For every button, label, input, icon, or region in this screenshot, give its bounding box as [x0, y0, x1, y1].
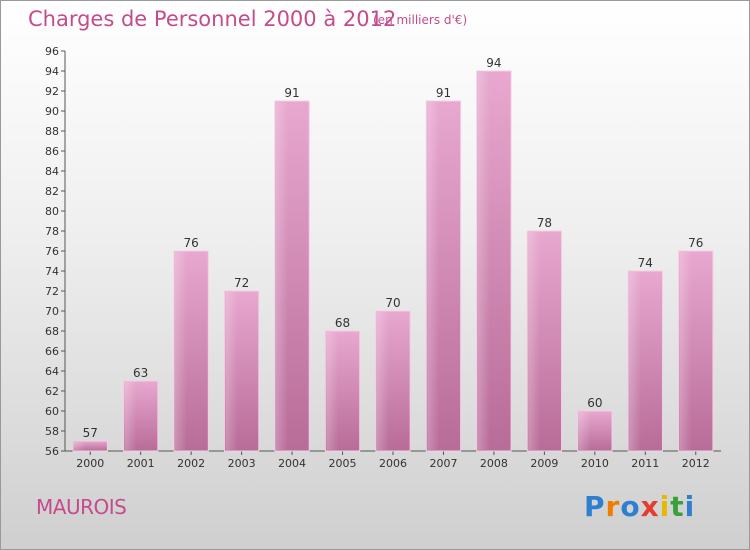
logo-letter: i: [684, 490, 696, 523]
bar-highlight: [477, 72, 490, 450]
y-tick-label: 74: [45, 265, 59, 278]
logo-letter: i: [659, 490, 671, 523]
data-label: 63: [133, 366, 148, 380]
y-tick-label: 62: [45, 385, 59, 398]
proxiti-logo: Proxiti: [584, 490, 695, 523]
y-tick-label: 88: [45, 125, 59, 138]
bar-highlight: [679, 252, 692, 450]
y-tick-label: 68: [45, 325, 59, 338]
data-label: 76: [184, 236, 199, 250]
data-label: 72: [234, 276, 249, 290]
y-tick-label: 64: [45, 365, 59, 378]
y-tick-label: 80: [45, 205, 59, 218]
bar-highlight: [376, 312, 389, 450]
data-label: 78: [537, 216, 552, 230]
x-tick-label: 2006: [379, 457, 407, 470]
labels: 57 2000 63 2001 76 2002 72 2003 91 2004 68 2005 70 20…: [76, 56, 710, 470]
x-tick-label: 2003: [228, 457, 256, 470]
y-tick-label: 70: [45, 305, 59, 318]
x-tick-label: 2004: [278, 457, 306, 470]
data-label: 91: [436, 86, 451, 100]
axes: 56 58 60 62 64 66 68 70 72 74 76 78 80 82 84 86 88 90 92 94…: [45, 45, 721, 458]
logo-letter: o: [620, 490, 641, 523]
x-tick-label: 2005: [329, 457, 357, 470]
bar-highlight: [578, 412, 591, 450]
logo-letter: t: [670, 490, 685, 523]
x-tick-label: 2008: [480, 457, 508, 470]
logo-letter: P: [584, 490, 606, 523]
y-tick-label: 96: [45, 45, 59, 58]
data-label: 91: [284, 86, 299, 100]
bar-highlight: [427, 102, 440, 450]
y-tick-label: 82: [45, 185, 59, 198]
bar-highlight: [275, 102, 288, 450]
y-tick-label: 60: [45, 405, 59, 418]
chart-title: Charges de Personnel 2000 à 2012: [28, 7, 397, 31]
data-label: 68: [335, 316, 350, 330]
x-tick-label: 2012: [682, 457, 710, 470]
x-tick-label: 2010: [581, 457, 609, 470]
bar-highlight: [174, 252, 188, 450]
x-tick-label: 2009: [530, 457, 558, 470]
x-tick-label: 2001: [127, 457, 155, 470]
data-label: 74: [638, 256, 653, 270]
bar: [72, 440, 108, 452]
y-tick-label: 90: [45, 105, 59, 118]
bars: [72, 70, 714, 452]
y-tick-label: 66: [45, 345, 59, 358]
data-label: 94: [486, 56, 501, 70]
bar-highlight: [74, 442, 87, 450]
bar-highlight: [629, 272, 642, 450]
data-label: 60: [587, 396, 602, 410]
y-tick-label: 92: [45, 85, 59, 98]
chart-subtitle: (en milliers d'€): [373, 13, 468, 27]
data-label: 76: [688, 236, 703, 250]
x-tick-label: 2000: [76, 457, 104, 470]
logo-letter: x: [640, 490, 660, 523]
y-tick-label: 58: [45, 425, 59, 438]
y-tick-label: 84: [45, 165, 59, 178]
y-tick-label: 94: [45, 65, 59, 78]
bar-highlight: [528, 232, 541, 450]
bar-highlight: [124, 382, 137, 450]
x-tick-label: 2011: [631, 457, 659, 470]
y-tick-label: 72: [45, 285, 59, 298]
y-tick-label: 78: [45, 225, 59, 238]
y-tick-label: 56: [45, 445, 59, 458]
data-label: 57: [83, 426, 98, 440]
logo-letter: r: [605, 490, 621, 523]
bar-highlight: [326, 332, 339, 450]
data-label: 70: [385, 296, 400, 310]
y-tick-label: 76: [45, 245, 59, 258]
y-tick-label: 86: [45, 145, 59, 158]
commune-name: MAUROIS: [36, 495, 127, 519]
bar-highlight: [225, 292, 238, 450]
x-tick-label: 2002: [177, 457, 205, 470]
x-tick-label: 2007: [429, 457, 457, 470]
